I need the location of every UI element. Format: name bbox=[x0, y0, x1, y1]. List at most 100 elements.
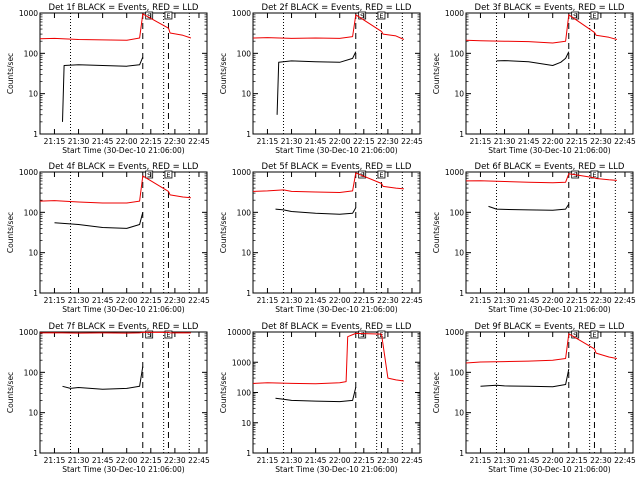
y-axis-label: Counts/sec bbox=[219, 53, 228, 94]
x-tick-label: 22:45 bbox=[614, 456, 636, 465]
x-tick-label: 22:15 bbox=[140, 137, 162, 146]
marker-box bbox=[590, 11, 599, 20]
marker-box bbox=[145, 170, 154, 179]
x-tick-label: 21:15 bbox=[257, 456, 279, 465]
events-series-line bbox=[54, 212, 144, 229]
lld-series-line bbox=[252, 14, 405, 40]
x-axis-label: Start Time (30-Dec-10 21:06:00) bbox=[275, 146, 397, 155]
x-tick-label: 21:15 bbox=[44, 456, 66, 465]
events-series-line bbox=[496, 51, 570, 66]
x-tick-label: 22:00 bbox=[542, 456, 564, 465]
marker-label: E bbox=[592, 12, 596, 20]
x-tick-label: 21:15 bbox=[44, 296, 66, 305]
x-tick-label: 22:15 bbox=[353, 456, 375, 465]
x-axis-label: Start Time (30-Dec-10 21:06:00) bbox=[488, 465, 610, 474]
marker-label: E bbox=[379, 171, 383, 179]
marker-label: E bbox=[166, 331, 170, 339]
marker-box bbox=[377, 11, 386, 20]
lld-series-line bbox=[39, 331, 191, 334]
x-tick-label: 22:30 bbox=[164, 456, 186, 465]
events-series-line bbox=[480, 368, 570, 388]
panel-title: Det 8f BLACK = Events, RED = LLD bbox=[262, 322, 412, 332]
marker-label: E bbox=[166, 171, 170, 179]
x-tick-label: 22:45 bbox=[401, 296, 423, 305]
marker-label: S bbox=[147, 171, 151, 179]
marker-label: S bbox=[147, 331, 151, 339]
x-tick-label: 21:15 bbox=[470, 456, 492, 465]
panel-title: Det 5f BLACK = Events, RED = LLD bbox=[262, 162, 412, 172]
y-axis-label: Counts/sec bbox=[219, 212, 228, 253]
y-tick-label: 1 bbox=[246, 130, 251, 139]
x-tick-label: 22:00 bbox=[116, 456, 138, 465]
x-tick-label: 21:45 bbox=[518, 456, 540, 465]
y-tick-label: 100 bbox=[450, 49, 465, 58]
x-tick-label: 22:30 bbox=[164, 137, 186, 146]
panel-title: Det 6f BLACK = Events, RED = LLD bbox=[475, 162, 625, 172]
plot-frame bbox=[252, 331, 421, 454]
y-tick-label: 10 bbox=[241, 419, 251, 428]
x-tick-label: 21:45 bbox=[518, 137, 540, 146]
x-tick-label: 21:45 bbox=[92, 296, 114, 305]
lld-series-line bbox=[465, 14, 618, 44]
y-axis-label: Counts/sec bbox=[219, 372, 228, 413]
x-tick-label: 22:45 bbox=[188, 296, 210, 305]
x-tick-label: 22:00 bbox=[542, 137, 564, 146]
y-tick-label: 1000 bbox=[19, 9, 38, 18]
y-axis-label: Counts/sec bbox=[6, 212, 15, 253]
marker-label: S bbox=[573, 12, 577, 20]
lld-series-line bbox=[465, 333, 617, 364]
x-tick-label: 21:30 bbox=[281, 296, 303, 305]
events-series-line bbox=[275, 207, 357, 215]
y-tick-label: 100 bbox=[237, 49, 252, 58]
x-axis-label: Start Time (30-Dec-10 21:06:00) bbox=[62, 465, 184, 474]
y-tick-label: 100 bbox=[237, 389, 252, 398]
lld-series-line bbox=[252, 332, 404, 385]
y-axis-label: Counts/sec bbox=[6, 372, 15, 413]
y-tick-label: 1000 bbox=[232, 358, 251, 367]
plot-frame bbox=[465, 331, 634, 454]
panel-title: Det 1f BLACK = Events, RED = LLD bbox=[49, 3, 199, 13]
plot-frame bbox=[465, 12, 634, 135]
x-tick-label: 21:45 bbox=[92, 456, 114, 465]
x-tick-label: 21:30 bbox=[494, 456, 516, 465]
marker-box bbox=[377, 170, 386, 179]
x-tick-label: 21:30 bbox=[68, 456, 90, 465]
x-tick-label: 22:30 bbox=[590, 137, 612, 146]
x-tick-label: 22:00 bbox=[116, 137, 138, 146]
plot-frame bbox=[39, 331, 208, 454]
y-tick-label: 10 bbox=[454, 249, 464, 258]
y-tick-label: 100 bbox=[450, 208, 465, 217]
marker-label: E bbox=[166, 12, 170, 20]
x-tick-label: 21:45 bbox=[305, 296, 327, 305]
y-tick-label: 1 bbox=[459, 449, 464, 458]
y-tick-label: 1 bbox=[246, 449, 251, 458]
x-tick-label: 21:30 bbox=[68, 137, 90, 146]
x-tick-label: 21:45 bbox=[305, 137, 327, 146]
plot-frame bbox=[252, 12, 421, 135]
events-series-line bbox=[275, 387, 357, 403]
plot-frame bbox=[465, 171, 634, 294]
events-series-line bbox=[62, 366, 144, 390]
y-axis-label: Counts/sec bbox=[432, 372, 441, 413]
plot-frame bbox=[39, 12, 208, 135]
y-tick-label: 1 bbox=[246, 289, 251, 298]
events-series-line bbox=[276, 51, 357, 115]
x-tick-label: 22:30 bbox=[377, 296, 399, 305]
x-tick-label: 21:45 bbox=[305, 456, 327, 465]
y-tick-label: 1000 bbox=[445, 168, 464, 177]
x-tick-label: 22:15 bbox=[140, 456, 162, 465]
marker-label: E bbox=[379, 12, 383, 20]
marker-label: S bbox=[360, 331, 364, 339]
x-tick-label: 22:30 bbox=[590, 456, 612, 465]
y-tick-label: 1 bbox=[459, 130, 464, 139]
panel-title: Det 9f BLACK = Events, RED = LLD bbox=[475, 322, 625, 332]
x-tick-label: 21:15 bbox=[257, 296, 279, 305]
panel-title: Det 2f BLACK = Events, RED = LLD bbox=[262, 3, 412, 13]
y-tick-label: 1000 bbox=[232, 168, 251, 177]
x-axis-label: Start Time (30-Dec-10 21:06:00) bbox=[275, 465, 397, 474]
x-tick-label: 22:00 bbox=[329, 137, 351, 146]
